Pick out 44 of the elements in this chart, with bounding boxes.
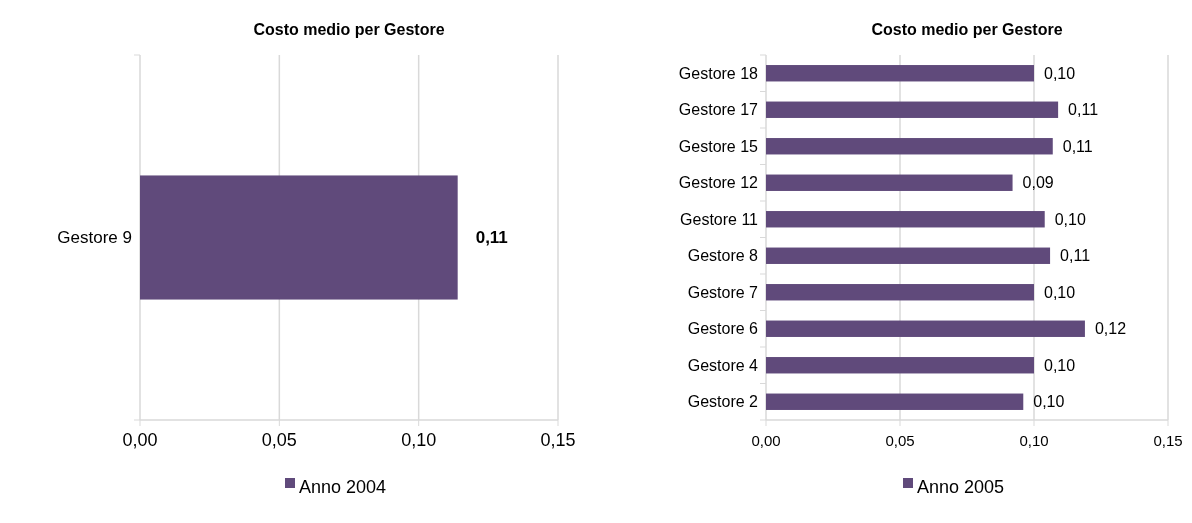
y-tick-label: Gestore 7 xyxy=(687,283,759,301)
data-label: 0,11 xyxy=(1060,247,1091,265)
bar xyxy=(766,138,1053,155)
x-tick-label: 0,15 xyxy=(1153,432,1183,449)
data-label: 0,10 xyxy=(1044,64,1076,82)
y-tick-label: Gestore 15 xyxy=(678,137,759,155)
x-tick-label: 0,00 xyxy=(751,432,781,449)
bar xyxy=(766,247,1051,264)
bar xyxy=(766,357,1034,374)
bar xyxy=(766,284,1034,301)
y-tick-label: Gestore 8 xyxy=(687,247,759,265)
y-tick-label: Gestore 18 xyxy=(678,64,759,82)
data-label: 0,10 xyxy=(1044,283,1076,301)
bar xyxy=(766,211,1045,228)
x-tick-label: 0,05 xyxy=(885,432,915,449)
legend-label: Anno 2005 xyxy=(917,477,1005,498)
y-tick-label: Gestore 9 xyxy=(57,228,132,248)
x-tick-label: 0,10 xyxy=(401,430,437,450)
y-tick-label: Gestore 4 xyxy=(687,356,759,374)
data-label: 0,11 xyxy=(1068,101,1099,119)
data-label: 0,10 xyxy=(1054,210,1086,228)
data-label: 0,10 xyxy=(1033,393,1065,411)
bar xyxy=(766,174,1013,191)
x-tick-label: 0,05 xyxy=(261,430,297,450)
y-tick-label: Gestore 2 xyxy=(687,393,759,411)
y-tick-label: Gestore 6 xyxy=(687,320,759,338)
bar xyxy=(766,101,1059,118)
bar xyxy=(766,393,1024,410)
x-tick-label: 0,10 xyxy=(1019,432,1049,449)
y-tick-label: Gestore 11 xyxy=(680,210,759,228)
data-label: 0,11 xyxy=(1062,137,1093,155)
bar xyxy=(766,65,1034,82)
data-label: 0,10 xyxy=(1044,356,1076,374)
chart-title: Costo medio per Gestore xyxy=(871,21,1063,38)
data-label: 0,12 xyxy=(1094,320,1127,338)
y-tick-label: Gestore 17 xyxy=(678,101,759,119)
data-label: 0,09 xyxy=(1022,174,1054,192)
bar xyxy=(766,320,1085,337)
x-tick-label: 0,00 xyxy=(122,430,158,450)
y-tick-label: Gestore 12 xyxy=(678,174,759,192)
legend-label: Anno 2004 xyxy=(299,477,387,498)
chart-title: Costo medio per Gestore xyxy=(253,21,445,38)
data-label: 0,11 xyxy=(475,228,508,248)
x-tick-label: 0,15 xyxy=(540,430,576,450)
